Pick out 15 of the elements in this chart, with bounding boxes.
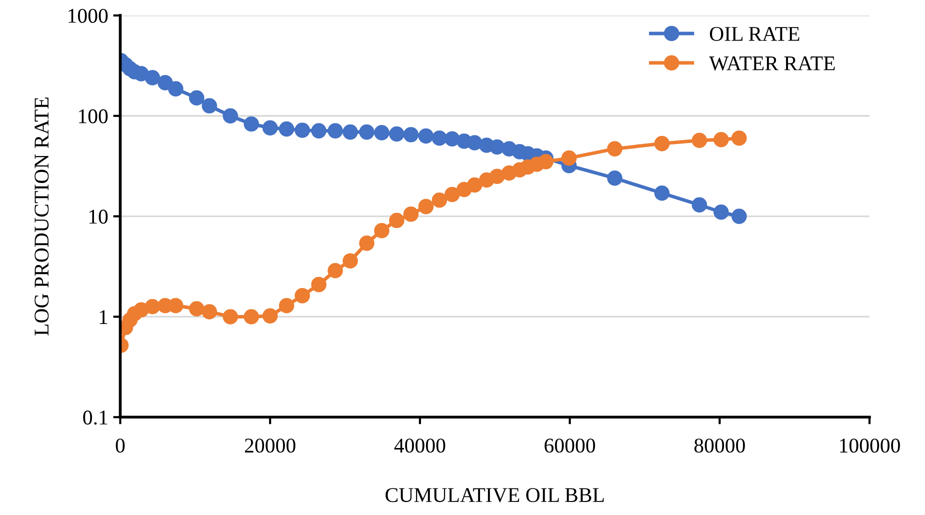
y-tick-label: 100 (79, 109, 108, 124)
x-tick-label: 20000 (244, 438, 296, 453)
x-tick-label: 40000 (394, 438, 446, 453)
legend-label: WATER RATE (709, 56, 835, 70)
y-tick-label: 10 (89, 210, 108, 224)
y-tick-label: 0.1 (83, 410, 108, 425)
legend-label: OIL RATE (710, 26, 800, 41)
x-tick-label: 100000 (840, 438, 900, 453)
x-tick-label: 60000 (544, 438, 596, 453)
y-axis-title: LOG PRODUCTION RATE (34, 98, 49, 336)
x-tick-label: 80000 (694, 438, 745, 453)
x-axis-title: CUMULATIVE OIL BBL (386, 488, 604, 502)
y-tick-label: 1 (100, 310, 108, 324)
x-tick-label: 0 (116, 438, 125, 453)
y-tick-label: 1000 (68, 8, 108, 23)
